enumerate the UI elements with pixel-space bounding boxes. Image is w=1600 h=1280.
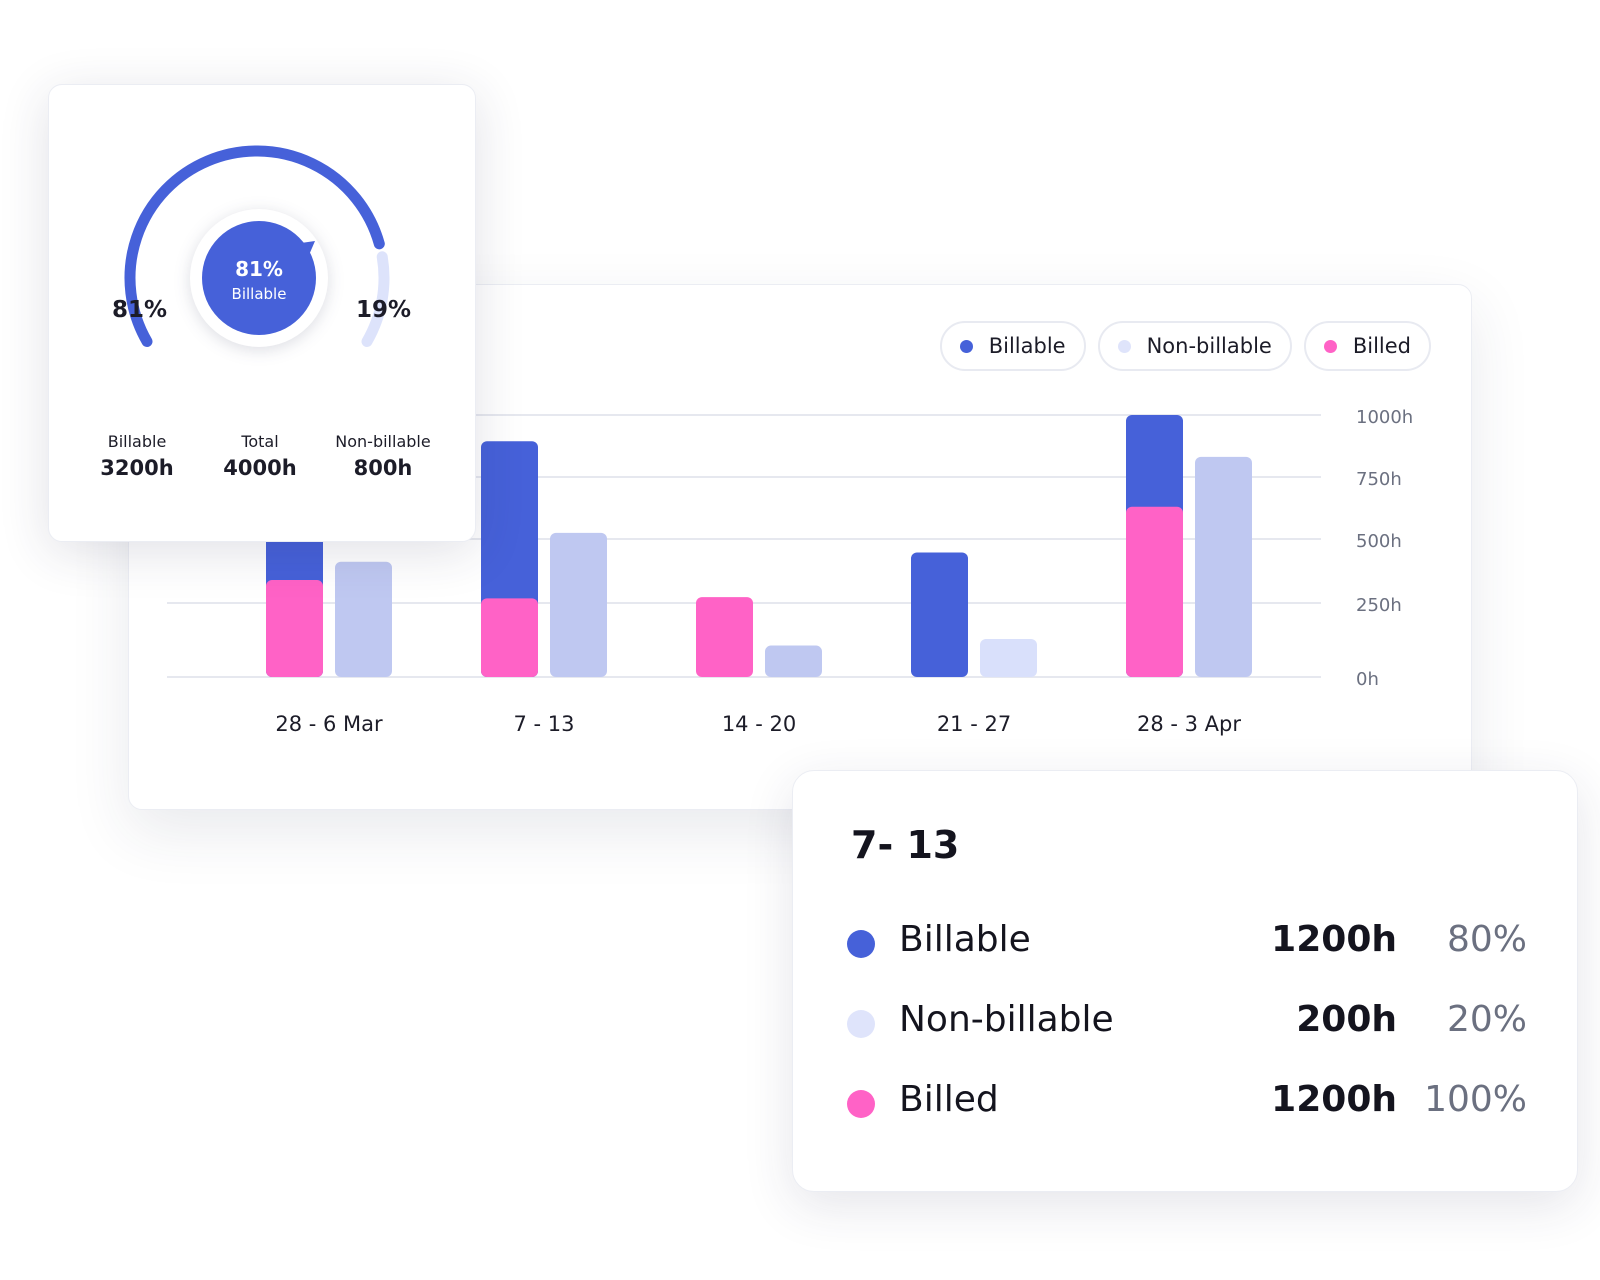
x-category-label: 21 - 27 (937, 712, 1011, 736)
bar-billed (1126, 506, 1183, 677)
chart-legend: Billable Non-billable Billed (939, 321, 1431, 371)
stat-total-label: Total (241, 432, 279, 451)
legend-billable[interactable]: Billable (939, 321, 1086, 371)
stat-nonbillable-value: 800h (353, 456, 413, 480)
gauge-center-label: Billable (232, 285, 287, 303)
y-tick-label: 1000h (1356, 407, 1413, 428)
gauge-center-value: 81% (235, 257, 283, 281)
tooltip-billed-name: Billed (899, 1079, 999, 1120)
billable-dot-icon (959, 339, 973, 353)
bar-chart-card: 1000h 750h 500h 250h 0h 28 - 6 Mar 7 - 13 14 - … (128, 284, 1472, 810)
tooltip-billed-hours: 1200h (1271, 1079, 1397, 1120)
bar-nonbillable (980, 639, 1037, 677)
legend-billable-label: Billable (988, 334, 1066, 358)
stat-nonbillable-label: Non-billable (335, 432, 431, 451)
stat-total-value: 4000h (223, 456, 297, 480)
bar-billable (911, 552, 968, 677)
gauge-pointer-icon (301, 241, 315, 255)
tooltip-title: 7- 13 (851, 823, 960, 867)
billable-dot-icon (847, 930, 875, 958)
gauge-nonbillable-arc (361, 251, 390, 347)
bar-nonbillable (1195, 456, 1252, 677)
tooltip-row-billable: Billable 1200h 80% (847, 919, 1527, 969)
tooltip-billable-name: Billable (899, 919, 1031, 960)
x-category-label: 28 - 6 Mar (275, 712, 383, 736)
tooltip-nonbillable-percent: 20% (1446, 999, 1527, 1040)
bar-nonbillable (765, 645, 822, 677)
tooltip-billed-percent: 100% (1424, 1079, 1527, 1120)
bar-billed (481, 598, 538, 677)
legend-nonbillable[interactable]: Non-billable (1097, 321, 1292, 371)
legend-billed-label: Billed (1352, 334, 1411, 358)
legend-billed[interactable]: Billed (1303, 321, 1431, 371)
tooltip-row-nonbillable: Non-billable 200h 20% (847, 999, 1527, 1049)
tooltip-nonbillable-hours: 200h (1296, 999, 1397, 1040)
gauge-billable-percent: 81% (112, 297, 168, 323)
y-tick-label: 750h (1356, 469, 1402, 490)
stat-nonbillable: Non-billable 800h (313, 432, 453, 480)
billed-dot-icon (1323, 339, 1337, 353)
x-category-label: 28 - 3 Apr (1137, 712, 1241, 736)
legend-nonbillable-label: Non-billable (1146, 334, 1272, 358)
billable-gauge-card: 81% Billable 81% 19% Billable 3200h Total… (48, 84, 476, 542)
gauge-billable-arc (124, 145, 385, 347)
x-category-label: 7 - 13 (513, 712, 574, 736)
tooltip-nonbillable-name: Non-billable (899, 999, 1114, 1040)
nonbillable-dot-icon (847, 1010, 875, 1038)
bar-billed (696, 597, 753, 677)
billed-dot-icon (847, 1090, 875, 1118)
bar-nonbillable (335, 561, 392, 677)
bar-nonbillable (550, 532, 607, 677)
tooltip-billable-percent: 80% (1446, 919, 1527, 960)
bar-billed (266, 580, 323, 677)
y-tick-label: 0h (1356, 669, 1379, 690)
gauge-knob (202, 221, 316, 335)
stat-billable-value: 3200h (100, 456, 174, 480)
bar-chart: 1000h 750h 500h 250h 0h 28 - 6 Mar 7 - 13 14 - … (167, 407, 1413, 736)
y-tick-label: 250h (1356, 595, 1402, 616)
tooltip-row-billed: Billed 1200h 100% (847, 1079, 1527, 1129)
billable-gauge: 81% Billable (124, 145, 390, 347)
week-detail-tooltip: 7- 13 Billable 1200h 80% Non-billable 20… (792, 770, 1578, 1192)
stat-billable: Billable 3200h (67, 432, 207, 480)
gauge-nonbillable-percent: 19% (356, 297, 412, 323)
stat-billable-label: Billable (107, 432, 167, 451)
tooltip-billable-hours: 1200h (1271, 919, 1397, 960)
x-category-label: 14 - 20 (722, 712, 796, 736)
y-tick-label: 500h (1356, 531, 1402, 552)
nonbillable-dot-icon (1117, 339, 1131, 353)
stat-total: Total 4000h (190, 432, 330, 480)
